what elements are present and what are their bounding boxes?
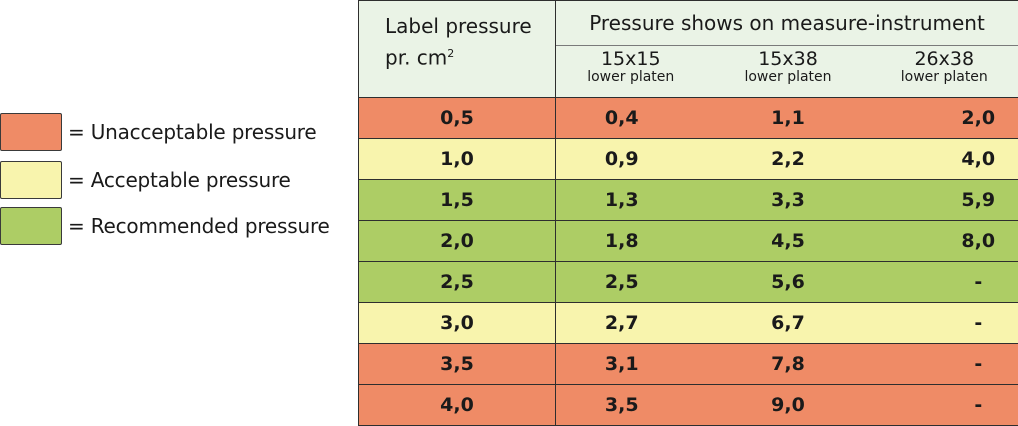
table-cell: 2,0 [871,98,1018,139]
table-cell: - [871,385,1018,426]
table-cell: - [871,262,1018,303]
column-size-label: 26x38 [871,49,1018,69]
table-row: 2,5 2,5 5,6 - [359,262,1018,303]
table-row: 0,5 0,4 1,1 2,0 [359,98,1018,139]
table-cell: 5,6 [706,262,871,303]
column-sub-label: lower platen [871,69,1018,85]
table-cell: 5,9 [871,180,1018,221]
table-body: 0,5 0,4 1,1 2,0 1,0 0,9 2,2 4,0 1,5 1,3 … [359,98,1018,426]
legend-label-recommended: = Recommended pressure [68,214,330,238]
table-cell: 1,3 [556,180,706,221]
table-row: 3,0 2,7 6,7 - [359,303,1018,344]
table-cell: 0,4 [556,98,706,139]
table-cell: - [871,303,1018,344]
swatch-unacceptable [0,113,62,151]
column-sub-label: lower platen [556,69,706,85]
table-cell: 2,5 [556,262,706,303]
swatch-recommended [0,207,62,245]
pressure-table-wrapper: Label pressure pr. cm2 Pressure shows on… [358,0,1018,425]
label-pressure-unit: pr. cm [385,46,447,70]
table-cell: 7,8 [706,344,871,385]
label-pressure-header: Label pressure pr. cm2 [359,1,556,98]
table-cell: 4,0 [359,385,556,426]
measure-instrument-header: Pressure shows on measure-instrument [556,1,1018,46]
table-cell: - [871,344,1018,385]
column-size-label: 15x38 [706,49,871,69]
column-header-26x38: 26x38 lower platen [871,46,1018,98]
table-cell: 3,1 [556,344,706,385]
table-row: 3,5 3,1 7,8 - [359,344,1018,385]
swatch-acceptable [0,161,62,199]
table-cell: 3,0 [359,303,556,344]
table-cell: 1,8 [556,221,706,262]
pressure-table: Label pressure pr. cm2 Pressure shows on… [358,0,1018,426]
table-row: 1,5 1,3 3,3 5,9 [359,180,1018,221]
table-cell: 2,7 [556,303,706,344]
table-cell: 0,9 [556,139,706,180]
table-cell: 3,5 [359,344,556,385]
label-pressure-title: Label pressure [385,14,532,38]
legend-label-acceptable: = Acceptable pressure [68,168,291,192]
table-cell: 1,0 [359,139,556,180]
table-cell: 4,5 [706,221,871,262]
column-sub-label: lower platen [706,69,871,85]
table-cell: 8,0 [871,221,1018,262]
table-cell: 4,0 [871,139,1018,180]
table-cell: 1,1 [706,98,871,139]
table-row: 4,0 3,5 9,0 - [359,385,1018,426]
table-cell: 2,0 [359,221,556,262]
table-cell: 9,0 [706,385,871,426]
table-cell: 2,2 [706,139,871,180]
table-cell: 2,5 [359,262,556,303]
table-cell: 6,7 [706,303,871,344]
column-header-15x15: 15x15 lower platen [556,46,706,98]
legend-label-unacceptable: = Unacceptable pressure [68,120,316,144]
table-cell: 3,3 [706,180,871,221]
column-size-label: 15x15 [556,49,706,69]
table-row: 2,0 1,8 4,5 8,0 [359,221,1018,262]
legend-item-acceptable: = Acceptable pressure [0,160,291,200]
column-header-15x38: 15x38 lower platen [706,46,871,98]
label-pressure-unit-sup: 2 [447,47,454,60]
table-row: 1,0 0,9 2,2 4,0 [359,139,1018,180]
table-cell: 1,5 [359,180,556,221]
legend-item-unacceptable: = Unacceptable pressure [0,112,316,152]
table-cell: 3,5 [556,385,706,426]
legend-item-recommended: = Recommended pressure [0,206,330,246]
table-cell: 0,5 [359,98,556,139]
